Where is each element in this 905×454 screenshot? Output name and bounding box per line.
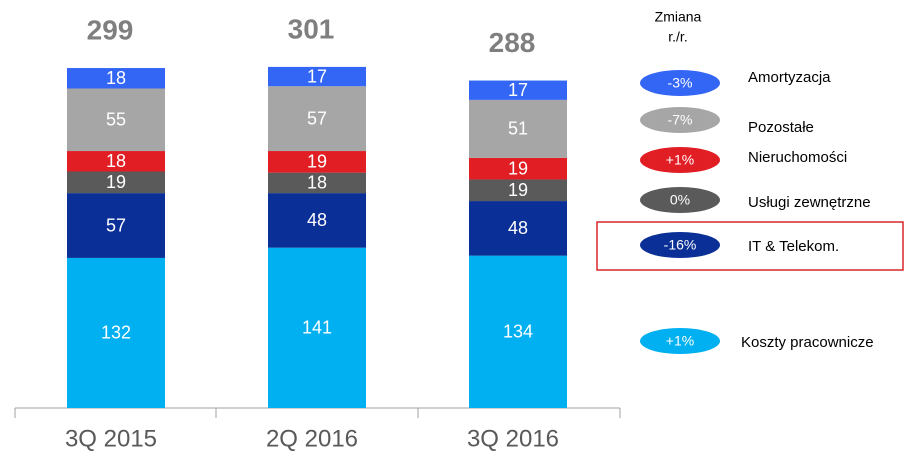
data-label: 18 <box>307 173 327 193</box>
legend-marker <box>640 232 720 258</box>
data-label: 19 <box>508 158 528 178</box>
x-tick-label: 2Q 2016 <box>266 425 358 452</box>
legend-marker <box>640 70 720 96</box>
data-label: 141 <box>302 318 332 338</box>
bar-segment <box>469 255 567 408</box>
legend-marker <box>640 147 720 173</box>
legend-change: +1% <box>666 152 694 168</box>
x-tick-label: 3Q 2015 <box>65 425 157 452</box>
bar-segment <box>67 193 165 258</box>
bar-segment <box>268 172 366 194</box>
bar-segment <box>67 88 165 152</box>
data-label: 132 <box>101 323 131 343</box>
legend-label: Koszty pracownicze <box>741 334 874 351</box>
data-label: 19 <box>307 152 327 172</box>
bar-segment <box>469 179 567 202</box>
legend-label: Nieruchomości <box>748 149 847 166</box>
bar-segment <box>268 193 366 248</box>
legend-label: Usługi zewnętrzne <box>748 194 871 211</box>
data-label: 17 <box>307 66 327 86</box>
data-label: 48 <box>307 210 327 230</box>
legend-change: -16% <box>664 237 697 253</box>
bar-segment <box>67 257 165 408</box>
data-label: 19 <box>508 180 528 200</box>
bar-segment <box>469 80 567 100</box>
data-label: 51 <box>508 119 528 139</box>
data-label: 134 <box>503 322 533 342</box>
total-label: 299 <box>87 14 134 45</box>
bar-segment <box>268 151 366 173</box>
bar-segment <box>67 68 165 89</box>
bar-segment <box>268 66 366 87</box>
total-label: 301 <box>288 13 335 44</box>
data-label: 18 <box>106 68 126 88</box>
bar-segment <box>469 157 567 180</box>
legend-label: IT & Telekom. <box>748 238 839 255</box>
legend-change: +1% <box>666 333 694 349</box>
legend-marker <box>640 187 720 213</box>
total-label: 288 <box>489 27 536 58</box>
data-label: 17 <box>508 80 528 100</box>
legend-change: 0% <box>670 192 690 208</box>
data-label: 55 <box>106 110 126 130</box>
bar-segment <box>67 171 165 194</box>
bar-segment <box>469 201 567 256</box>
bar-segment <box>268 247 366 408</box>
legend-title: Zmiana <box>655 9 702 25</box>
legend-label: Pozostałe <box>748 119 814 136</box>
x-tick-label: 3Q 2016 <box>467 425 559 452</box>
bar-segment <box>67 151 165 172</box>
bar-segment <box>268 86 366 152</box>
legend-label: Amortyzacja <box>748 69 831 86</box>
legend-marker <box>640 328 720 354</box>
highlight-box <box>596 221 904 271</box>
bar-segment <box>469 99 567 158</box>
legend-change: -7% <box>668 112 693 128</box>
data-label: 48 <box>508 218 528 238</box>
data-label: 57 <box>106 215 126 235</box>
legend-marker <box>640 107 720 133</box>
data-label: 19 <box>106 172 126 192</box>
legend-title: r./r. <box>668 29 687 45</box>
legend-change: -3% <box>668 75 693 91</box>
data-label: 57 <box>307 108 327 128</box>
data-label: 18 <box>106 151 126 171</box>
